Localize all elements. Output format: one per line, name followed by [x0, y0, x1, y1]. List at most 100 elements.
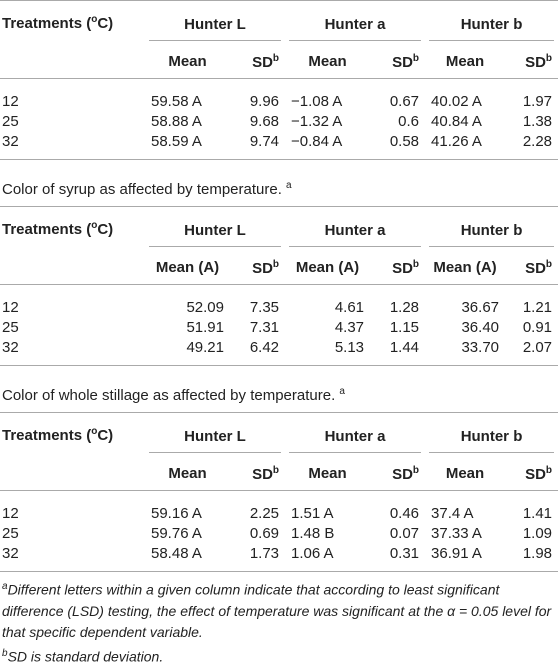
subheader: SDb	[370, 45, 426, 79]
value-cell: 1.28	[389, 298, 420, 316]
subheader: Mean	[145, 45, 230, 79]
header-superscript: o	[91, 426, 98, 437]
treatments-header: Treatments (oC)	[0, 1, 145, 46]
treatment-cell: 12	[2, 504, 19, 522]
group-label: Hunter L	[149, 222, 282, 247]
value-cell: 1.06 A	[291, 544, 334, 562]
subheader-superscript: b	[545, 464, 553, 476]
value-cell: 1.09	[522, 524, 553, 542]
empty-cell	[0, 457, 145, 491]
group-header: Hunter L	[145, 207, 285, 252]
treatment-cell: 12	[2, 92, 19, 110]
group-label: Hunter b	[429, 428, 555, 453]
subheader-text: SD	[392, 259, 413, 277]
group-label: Hunter b	[429, 222, 555, 247]
value-cell: 0.91	[522, 318, 553, 336]
empty-cell	[0, 45, 145, 79]
treatment-cell: 32	[2, 338, 19, 356]
value-cell: 0.31	[389, 544, 420, 562]
subheader-text: SD	[252, 53, 273, 71]
group-header: Hunter L	[145, 413, 285, 458]
subheader-text: SD	[392, 53, 413, 71]
subheader-text: SD	[525, 465, 546, 483]
value-cell: 1.73	[249, 544, 280, 562]
value-cell: 1.97	[522, 92, 553, 110]
treatments-header: Treatments (oC)	[0, 413, 145, 458]
treatments-header: Treatments (oC)	[0, 207, 145, 252]
caption-superscript: a	[286, 180, 292, 191]
value-cell: 59.58 A	[151, 92, 202, 110]
footnote: bSD is standard deviation.	[0, 643, 558, 667]
group-label: Hunter L	[149, 16, 282, 41]
value-cell: 1.15	[389, 318, 420, 336]
table-caption: Color of syrup as affected by temperatur…	[0, 160, 558, 206]
treatment-cell: 32	[2, 544, 19, 562]
subheader-text: SD	[392, 465, 413, 483]
value-cell: 0.6	[398, 112, 420, 130]
value-cell: −0.84 A	[291, 132, 343, 150]
subheader-superscript: b	[412, 258, 420, 270]
value-cell: 36.91 A	[431, 544, 482, 562]
data-row: 32 58.59 A 9.74 −0.84 A 0.58 41.26 A 2.28	[0, 131, 558, 160]
data-row: 25 58.88 A 9.68 −1.32 A 0.6 40.84 A 1.38	[0, 111, 558, 131]
header-superscript: o	[91, 14, 98, 25]
value-cell: 49.21	[186, 338, 224, 356]
table-body: 12 59.16 A 2.25 1.51 A 0.46 37.4 A 1.41 25 59.76…	[0, 491, 558, 572]
header-text: C)	[97, 15, 114, 32]
subheader-text: Mean	[168, 465, 207, 482]
data-row: 25 59.76 A 0.69 1.48 B 0.07 37.33 A 1.09	[0, 523, 558, 543]
subheader: Mean	[425, 457, 506, 491]
subheader-superscript: b	[272, 52, 280, 64]
caption-text: Color of whole stillage as affected by t…	[2, 387, 336, 404]
subheader-text: Mean (A)	[433, 259, 497, 276]
subheader-text: Mean (A)	[295, 259, 360, 276]
caption-superscript: a	[339, 386, 345, 397]
value-cell: 51.91	[186, 318, 224, 336]
value-cell: −1.08 A	[291, 92, 343, 110]
subheader-text: SD	[252, 259, 273, 277]
header-text: C)	[97, 221, 114, 238]
subheader-text: SD	[252, 465, 273, 483]
treatment-cell: 32	[2, 132, 19, 150]
footnote-text: SD is standard deviation.	[7, 648, 164, 665]
header-row: Treatments (oC) Hunter L Hunter a Hunter b	[0, 207, 558, 252]
header-text: Treatments (	[2, 221, 92, 238]
subheader: SDb	[370, 251, 426, 285]
value-cell: 2.25	[249, 504, 280, 522]
data-row: 12 59.58 A 9.96 −1.08 A 0.67 40.02 A 1.97	[0, 79, 558, 112]
data-row: 32 58.48 A 1.73 1.06 A 0.31 36.91 A 1.98	[0, 543, 558, 572]
header-superscript: o	[91, 220, 98, 231]
value-cell: 58.59 A	[151, 132, 202, 150]
header-row: Treatments (oC) Hunter L Hunter a Hunter b	[0, 1, 558, 46]
value-cell: 59.16 A	[151, 504, 202, 522]
subheader-text: Mean	[308, 465, 347, 482]
value-cell: 52.09	[186, 298, 224, 316]
value-cell: 58.88 A	[151, 112, 202, 130]
value-cell: 6.42	[249, 338, 280, 356]
group-label: Hunter L	[149, 428, 282, 453]
subheader-text: SD	[525, 53, 546, 71]
subheader-text: Mean	[168, 53, 207, 70]
subheader: SDb	[505, 45, 558, 79]
value-cell: 40.84 A	[431, 112, 482, 130]
value-cell: 7.35	[249, 298, 280, 316]
value-cell: 1.48 B	[291, 524, 335, 542]
treatment-cell: 25	[2, 524, 19, 542]
subheader-text: Mean	[308, 53, 347, 70]
footnote-marker: a	[2, 581, 8, 592]
value-cell: 41.26 A	[431, 132, 482, 150]
footnote-text: Different letters within a given column …	[2, 581, 552, 640]
subheader: Mean	[285, 457, 371, 491]
value-cell: 40.02 A	[431, 92, 482, 110]
value-cell: 1.41	[522, 504, 553, 522]
value-cell: 0.69	[249, 524, 280, 542]
value-cell: 2.28	[522, 132, 553, 150]
subheader: Mean (A)	[285, 251, 371, 285]
subheader: Mean	[425, 45, 506, 79]
subheader: SDb	[230, 45, 286, 79]
value-cell: 37.33 A	[431, 524, 482, 542]
